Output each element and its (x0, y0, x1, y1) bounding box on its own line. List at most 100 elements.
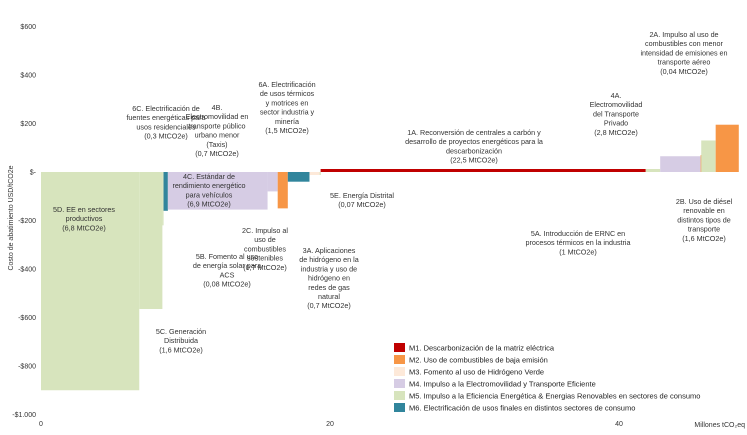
annotations-group: 5D. EE en sectores productivos (6,8 MtCO2e… (53, 30, 733, 354)
bar-3a (309, 172, 320, 175)
annotation-line: productivos (66, 214, 103, 223)
annotation-6a: 6A. Electrificación de usos térmicos y mot… (258, 80, 315, 135)
annotation-line: (0,7 MtCO2e) (195, 149, 239, 158)
annotation-line: (2,8 MtCO2e) (594, 128, 638, 137)
annotation-line: (6,8 MtCO2e) (62, 223, 106, 232)
annotation-2a: 2A. Impulso al uso de combustibles con me… (640, 30, 727, 76)
annotation-line: (0,3 MtCO2e) (144, 132, 188, 141)
annotation-line: (0,08 MtCO2e) (203, 280, 251, 289)
annotation-line: rendimiento energético (172, 181, 245, 190)
bars-group (41, 124, 739, 391)
x-tick-label: 20 (326, 421, 334, 428)
y-tick-label: -$1.000 (12, 412, 36, 419)
annotation-3a: 3A. Aplicaciones de hidrógeno en la indust… (299, 246, 359, 310)
annotation-line: 4C. Estándar de (183, 172, 235, 181)
y-tick-label: -$400 (18, 267, 36, 274)
y-tick-label: $600 (20, 24, 36, 31)
legend-swatch-m5 (394, 391, 405, 400)
annotation-line: (0,04 MtCO2e) (660, 67, 708, 76)
legend-label-m1: M1. Descarbonización de la matriz eléctr… (409, 344, 555, 353)
bar-1a (320, 169, 646, 172)
annotation-2c: 2C. Impulso al uso de combustibles sostenib… (242, 226, 288, 272)
annotation-line: sector industria y (260, 108, 315, 117)
annotation-line: y motrices en (266, 98, 309, 107)
x-axis-label: Millones tCO₂eq (694, 422, 745, 429)
annotation-line: (Taxis) (206, 140, 227, 149)
annotation-line: (0,7 MtCO2e) (307, 301, 351, 310)
y-tick-label: $400 (20, 73, 36, 80)
bar-4b (267, 172, 278, 192)
y-tick-label: -$600 (18, 315, 36, 322)
annotation-5d: 5D. EE en sectores productivos (6,8 MtCO2e… (53, 205, 115, 232)
annotation-line: procesos térmicos en la industria (525, 238, 630, 247)
legend-swatch-m6 (394, 403, 405, 412)
bar-5e (319, 172, 321, 175)
annotation-line: desarrollo de proyectos energéticos para… (405, 137, 543, 146)
annotation-line: 5C. Generación (156, 327, 206, 336)
legend-swatch-m2 (394, 355, 405, 364)
annotation-line: transporte aéreo (658, 58, 711, 67)
annotation-line: industria y uso de (301, 264, 357, 273)
annotation-line: 6A. Electrificación (258, 80, 315, 89)
annotation-1a: 1A. Reconversión de centrales a carbón y… (405, 128, 543, 165)
annotation-line: del Transporte (593, 109, 639, 118)
annotation-line: Privado (604, 119, 628, 128)
annotation-line: urbano menor (195, 131, 240, 140)
bar-2b (715, 124, 739, 172)
legend-label-m3: M3. Fomento al uso de Hidrógeno Verde (409, 368, 544, 377)
annotation-line: (6,9 MtCO2e) (187, 200, 231, 209)
annotation-line: usos residenciales (136, 122, 196, 131)
legend: M1. Descarbonización de la matriz eléctr… (394, 343, 700, 413)
legend-swatch-m4 (394, 379, 405, 388)
annotation-line: para vehículos (186, 190, 233, 199)
annotation-line: 1A. Reconversión de centrales a carbón y (407, 128, 541, 137)
x-tick-label: 40 (615, 421, 623, 428)
annotation-line: fuentes energéticas para (126, 113, 205, 122)
annotation-line: combustibles (244, 244, 286, 253)
legend-label-m4: M4. Impulso a la Electromovilidad y Tran… (409, 380, 596, 389)
annotation-line: 5B. Fomento al uso (196, 252, 258, 261)
annotation-line: transporte (688, 225, 720, 234)
annotation-line: minería (275, 117, 299, 126)
annotation-5a: 5A. Introducción de ERNC en procesos térm… (525, 229, 630, 256)
annotation-4b: 4B. Electromovilidad en transporte público… (186, 103, 249, 158)
y-tick-label: $200 (20, 121, 36, 128)
x-axis: 0 20 40 (39, 421, 623, 428)
bar-6c (163, 172, 168, 211)
bar-5c (139, 172, 163, 310)
annotation-line: sostenibles (247, 254, 283, 263)
annotation-line: 2A. Impulso al uso de (649, 30, 718, 39)
annotation-line: 5A. Introducción de ERNC en (531, 229, 625, 238)
annotation-5c: 5C. Generación Distribuida (1,6 MtCO2e) (156, 327, 206, 354)
bar-4a (660, 156, 701, 172)
annotation-line: 6C. Electrificación de (132, 104, 200, 113)
annotation-line: intensidad de emisiones en (640, 48, 727, 57)
annotation-5b: 5B. Fomento al uso de energía solar para A… (193, 252, 261, 289)
bar-5a (645, 169, 661, 172)
annotation-line: de usos térmicos (260, 89, 315, 98)
annotation-2b: 2B. Uso de diésel renovable en distintos t… (676, 197, 733, 243)
legend-label-m2: M2. Uso de combustibles de baja emisión (409, 356, 548, 365)
annotation-line: (0,7 MtCO2e) (243, 263, 287, 272)
annotation-6c: 6C. Electrificación de fuentes energética… (126, 104, 205, 141)
y-tick-label: -$800 (18, 364, 36, 371)
legend-label-m5: M5. Impulso a la Eficiencia Energética &… (409, 392, 700, 401)
annotation-line: natural (318, 292, 340, 301)
legend-label-m6: M6. Electrificación de usos finales en d… (409, 404, 635, 413)
annotation-line: distintos tipos de (677, 215, 731, 224)
bar-6a (287, 172, 310, 182)
annotation-line: Electromovilidad en (186, 112, 249, 121)
annotation-line: 5E. Energía Distrital (330, 191, 394, 200)
annotation-line: (0,07 MtCO2e) (338, 200, 386, 209)
annotation-line: 5D. EE en sectores (53, 205, 115, 214)
annotation-line: 2C. Impulso al (242, 226, 288, 235)
annotation-line: ACS (220, 270, 235, 279)
annotation-line: 2B. Uso de diésel (676, 197, 733, 206)
annotation-5e: 5E. Energía Distrital (0,07 MtCO2e) (330, 191, 394, 209)
annotation-line: redes de gas (308, 283, 350, 292)
annotation-line: combustibles con menor (645, 39, 724, 48)
annotation-line: 3A. Aplicaciones (303, 246, 356, 255)
legend-swatch-m3 (394, 367, 405, 376)
annotation-line: Electromovilidad (590, 100, 643, 109)
